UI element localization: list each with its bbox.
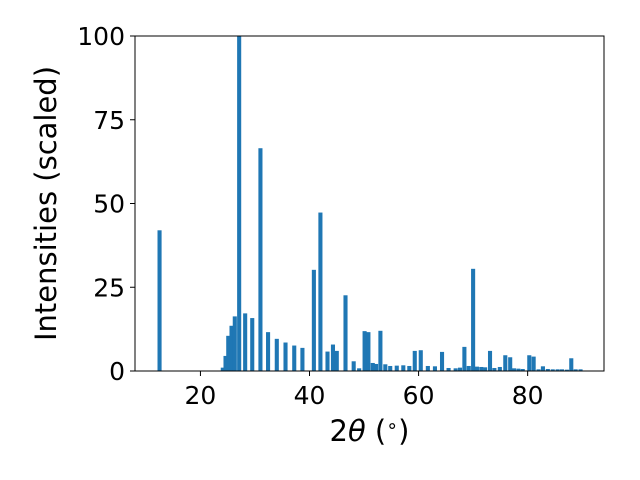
bar <box>226 335 231 371</box>
bar <box>266 332 271 371</box>
y-tick-label: 50 <box>93 190 125 219</box>
bar <box>471 268 476 371</box>
bar <box>516 368 521 371</box>
bar <box>283 342 288 371</box>
bar <box>457 367 463 371</box>
bar <box>412 350 417 371</box>
bar <box>564 369 569 371</box>
bar <box>425 365 430 371</box>
bar <box>555 369 560 371</box>
bar <box>446 367 451 371</box>
bar <box>330 344 336 371</box>
bar <box>401 365 406 371</box>
bar <box>407 365 412 371</box>
x-axis-ticks: 20 40 60 80 <box>185 371 544 410</box>
bar <box>351 361 356 371</box>
bar <box>325 351 330 371</box>
bar <box>550 369 555 371</box>
bar <box>220 367 225 371</box>
y-tick-label: 25 <box>93 273 125 302</box>
x-tick-label: 20 <box>185 381 217 410</box>
bar <box>357 368 362 371</box>
x-tick-label: 80 <box>512 381 544 410</box>
bar <box>511 368 517 371</box>
bar <box>578 369 583 371</box>
bar <box>527 355 532 371</box>
bar <box>343 295 348 371</box>
bar <box>274 338 279 371</box>
plot-frame <box>134 35 605 372</box>
bar <box>453 368 458 371</box>
bar <box>536 369 541 371</box>
bar <box>258 148 263 371</box>
bar <box>243 313 248 371</box>
bar <box>232 316 237 371</box>
bar <box>439 351 445 371</box>
bar <box>531 356 536 371</box>
bar <box>300 347 305 371</box>
bar <box>432 366 437 371</box>
bar <box>374 363 379 371</box>
bar <box>508 357 513 371</box>
y-axis-ticks: 0 25 50 75 100 <box>77 22 135 386</box>
bar <box>237 36 242 371</box>
x-axis-title-close: ) <box>398 414 409 448</box>
bar <box>462 346 467 371</box>
bar <box>492 367 497 371</box>
bar <box>466 365 471 371</box>
x-tick-label: 60 <box>403 381 435 410</box>
bar <box>388 365 393 371</box>
y-axis-title: Intensities (scaled) <box>29 66 63 341</box>
bar <box>545 368 550 371</box>
bar <box>497 366 502 371</box>
bar <box>520 368 525 371</box>
bar <box>559 369 565 371</box>
y-tick-label: 100 <box>77 22 125 51</box>
x-axis-title-theta: θ <box>348 414 366 448</box>
bar <box>483 367 488 371</box>
x-axis-title-open: ( <box>366 414 387 448</box>
bar <box>318 212 323 371</box>
bar <box>479 366 484 371</box>
x-tick-label: 40 <box>294 381 326 410</box>
bar <box>394 365 399 371</box>
bar <box>540 366 545 371</box>
bar <box>487 350 493 371</box>
y-tick-label: 0 <box>109 357 125 386</box>
bar <box>383 364 388 371</box>
x-axis-title: 2θ (∘) <box>330 414 410 448</box>
x-axis-title-degree: ∘ <box>386 415 398 437</box>
bar-series <box>157 36 583 371</box>
bar <box>223 355 228 371</box>
bar <box>334 350 339 371</box>
bar <box>418 350 423 371</box>
bar <box>311 269 316 371</box>
bar <box>474 366 479 371</box>
bar <box>229 325 234 371</box>
x-axis-title-prefix: 2 <box>330 414 348 448</box>
bar <box>370 362 375 371</box>
y-tick-label: 75 <box>93 106 125 135</box>
bar <box>250 318 255 371</box>
bar <box>366 332 371 371</box>
bar <box>362 331 367 371</box>
bar <box>157 230 162 371</box>
bar <box>569 358 574 371</box>
bar <box>292 345 297 371</box>
bar <box>573 369 578 371</box>
bar <box>503 355 508 371</box>
bar <box>378 330 383 371</box>
